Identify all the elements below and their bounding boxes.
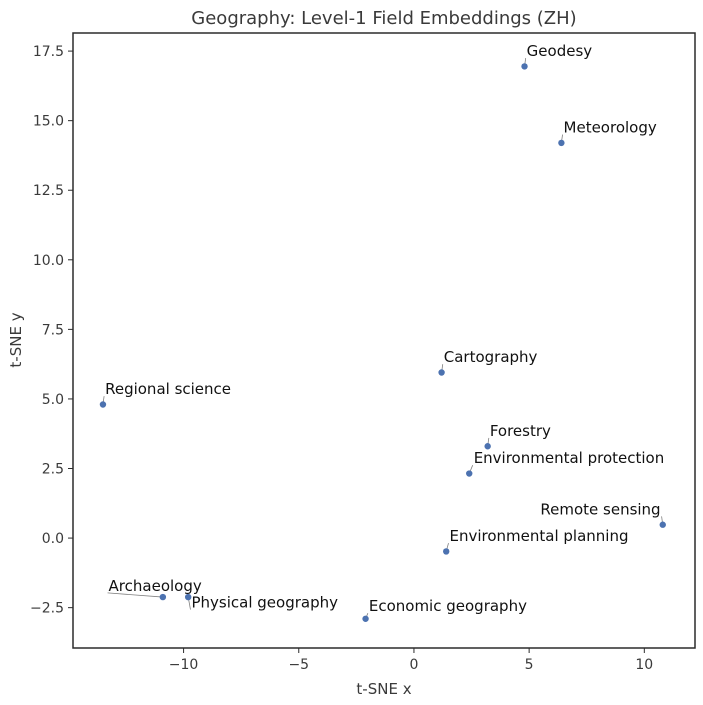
x-tick-label: −10	[169, 657, 199, 673]
y-tick-label: 2.5	[42, 462, 64, 478]
y-axis-label: t-SNE y	[7, 312, 25, 367]
plot-frame	[72, 32, 696, 649]
y-tick-label: 7.5	[42, 322, 64, 338]
data-point	[362, 615, 369, 622]
y-tick-label: 15.0	[33, 114, 64, 130]
y-tick-label: 10.0	[33, 253, 64, 269]
data-point	[659, 521, 666, 528]
point-label: Cartography	[444, 348, 538, 366]
point-label: Forestry	[490, 422, 551, 440]
data-point	[484, 443, 491, 450]
x-tick-label: 5	[525, 657, 534, 673]
point-label: Meteorology	[564, 119, 657, 137]
leader-line	[107, 592, 163, 598]
data-point	[159, 593, 167, 601]
y-tick-label: −2.5	[30, 601, 64, 617]
data-point	[466, 470, 473, 477]
data-point	[443, 548, 450, 555]
y-tick-label: 17.5	[33, 44, 64, 60]
y-tick-label: 0.0	[42, 531, 64, 547]
point-label: Physical geography	[191, 594, 338, 612]
x-tick-label: 10	[635, 657, 653, 673]
x-axis-label: t-SNE x	[356, 680, 411, 698]
data-point	[558, 139, 565, 147]
data-point	[521, 63, 528, 70]
point-label: Remote sensing	[540, 500, 660, 518]
point-label: Environmental planning	[450, 527, 629, 545]
chart-title: Geography: Level-1 Field Embeddings (ZH)	[191, 8, 576, 29]
plot-area: −10 −5 0 5 10 −2.5 0.0 2.5 5.0 7.5 10.0 12.5 15.0 17.…	[30, 32, 696, 673]
data-point	[99, 401, 107, 408]
y-tick-label: 12.5	[33, 183, 64, 199]
data-point	[438, 369, 445, 376]
x-tick-label: −5	[288, 657, 309, 673]
point-label: Geodesy	[527, 42, 593, 60]
point-label: Regional science	[105, 380, 231, 398]
data-point	[184, 593, 192, 601]
point-label: Environmental protection	[474, 449, 665, 467]
point-label: Archaeology	[109, 577, 202, 595]
y-tick-label: 5.0	[42, 392, 64, 408]
x-tick-label: 0	[409, 657, 418, 673]
point-label: Economic geography	[369, 597, 527, 615]
